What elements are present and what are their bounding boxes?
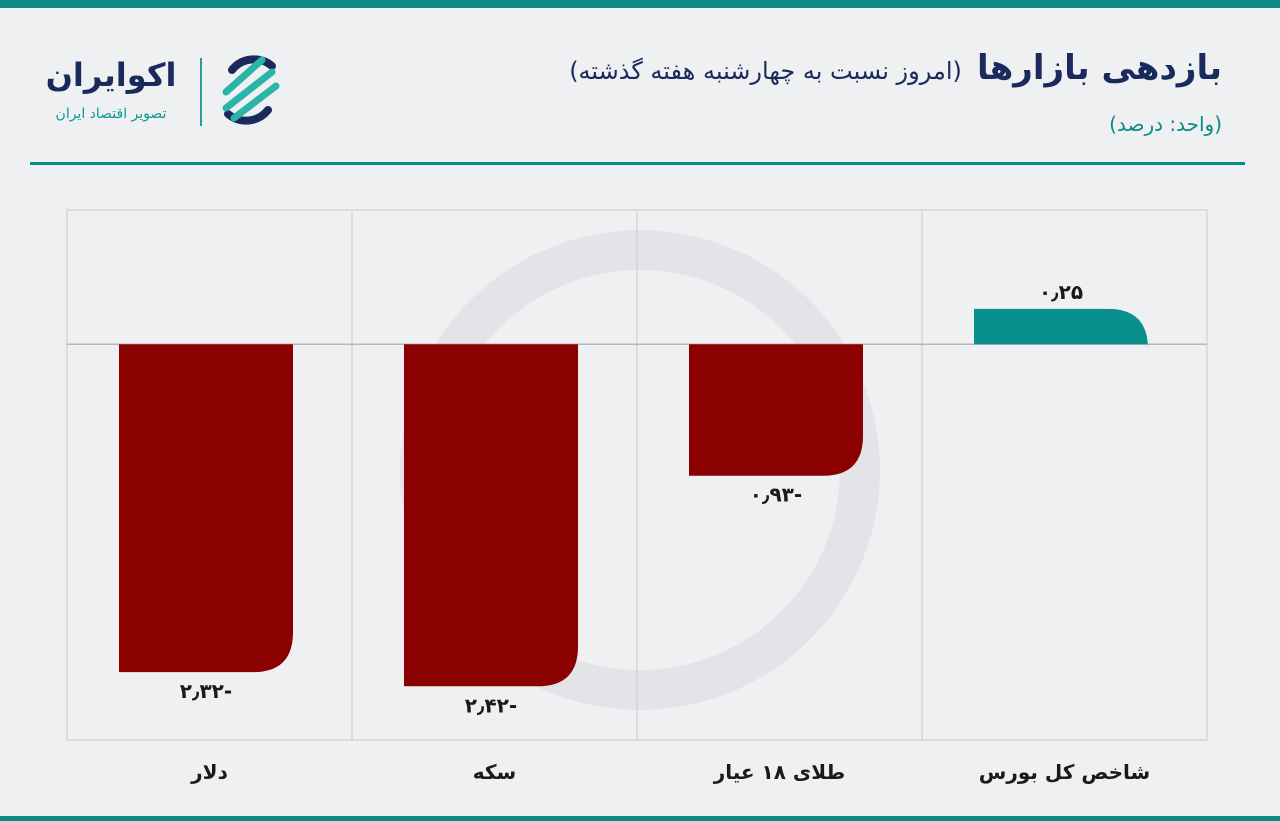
title-main: بازدهی بازارها (976, 48, 1222, 88)
category-label: سکه (473, 760, 516, 784)
logo-tagline: تصویر اقتصاد ایران (55, 106, 167, 122)
data-label: ۰٫۲۵ (1039, 280, 1083, 304)
header-divider (30, 162, 1245, 165)
bar (119, 344, 293, 673)
logo-name: اکوایران (45, 56, 177, 94)
bar (974, 308, 1148, 349)
unit-label: (واحد: درصد) (1109, 112, 1222, 136)
category-label: طلای ۱۸ عیار (713, 760, 846, 784)
bar (689, 344, 863, 476)
category-label: دلار (190, 760, 228, 784)
logo-divider (200, 58, 202, 126)
logo-mark-icon (222, 55, 280, 125)
brand-logo: اکوایران تصویر اقتصاد ایران (30, 50, 290, 130)
title-subtitle: (امروز نسبت به چهارشنبه هفته گذشته) (569, 57, 962, 85)
data-label: -۲٫۳۲ (180, 679, 232, 703)
data-label: -۲٫۴۲ (465, 693, 517, 717)
data-label: -۰٫۹۳ (750, 483, 802, 507)
chart-title: بازدهی بازارها (امروز نسبت به چهارشنبه ه… (569, 48, 1222, 88)
bottom-accent-bar (0, 816, 1280, 821)
top-accent-bar (0, 0, 1280, 8)
category-label: شاخص کل بورس (979, 760, 1150, 784)
bar (404, 344, 578, 687)
